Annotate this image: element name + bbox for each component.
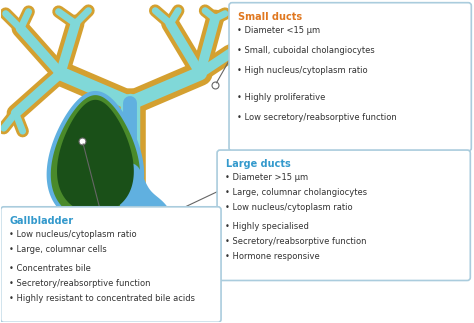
Text: • Low nucleus/cytoplasm ratio: • Low nucleus/cytoplasm ratio [225,203,353,212]
Text: Small ducts: Small ducts [238,12,302,22]
Text: Gallbladder: Gallbladder [9,216,74,226]
Text: • Highly specialised: • Highly specialised [225,222,309,231]
Text: • Concentrates bile: • Concentrates bile [9,264,91,273]
Text: • Highly proliferative: • Highly proliferative [237,93,325,102]
FancyBboxPatch shape [0,207,221,322]
Polygon shape [49,93,142,223]
Text: • Low nucleus/cytoplasm ratio: • Low nucleus/cytoplasm ratio [9,230,137,239]
Polygon shape [57,100,134,213]
FancyBboxPatch shape [229,3,471,151]
Text: • Diameter >15 μm: • Diameter >15 μm [225,173,308,182]
Text: • Secretory/reabsorptive function: • Secretory/reabsorptive function [225,237,366,246]
Text: • Diameter <15 μm: • Diameter <15 μm [237,26,320,35]
Text: • Hormone responsive: • Hormone responsive [225,252,320,261]
Text: • Large, columnar cells: • Large, columnar cells [9,245,107,254]
Text: • Low secretory/reabsorptive function: • Low secretory/reabsorptive function [237,113,397,122]
FancyBboxPatch shape [217,150,470,280]
Text: • Small, cuboidal cholangiocytes: • Small, cuboidal cholangiocytes [237,46,375,55]
Text: • Large, columnar cholangiocytes: • Large, columnar cholangiocytes [225,188,367,197]
Text: • Highly resistant to concentrated bile acids: • Highly resistant to concentrated bile … [9,294,195,303]
Text: • Secretory/reabsorptive function: • Secretory/reabsorptive function [9,279,150,288]
Text: Large ducts: Large ducts [226,159,291,169]
Text: • High nucleus/cytoplasm ratio: • High nucleus/cytoplasm ratio [237,67,368,75]
